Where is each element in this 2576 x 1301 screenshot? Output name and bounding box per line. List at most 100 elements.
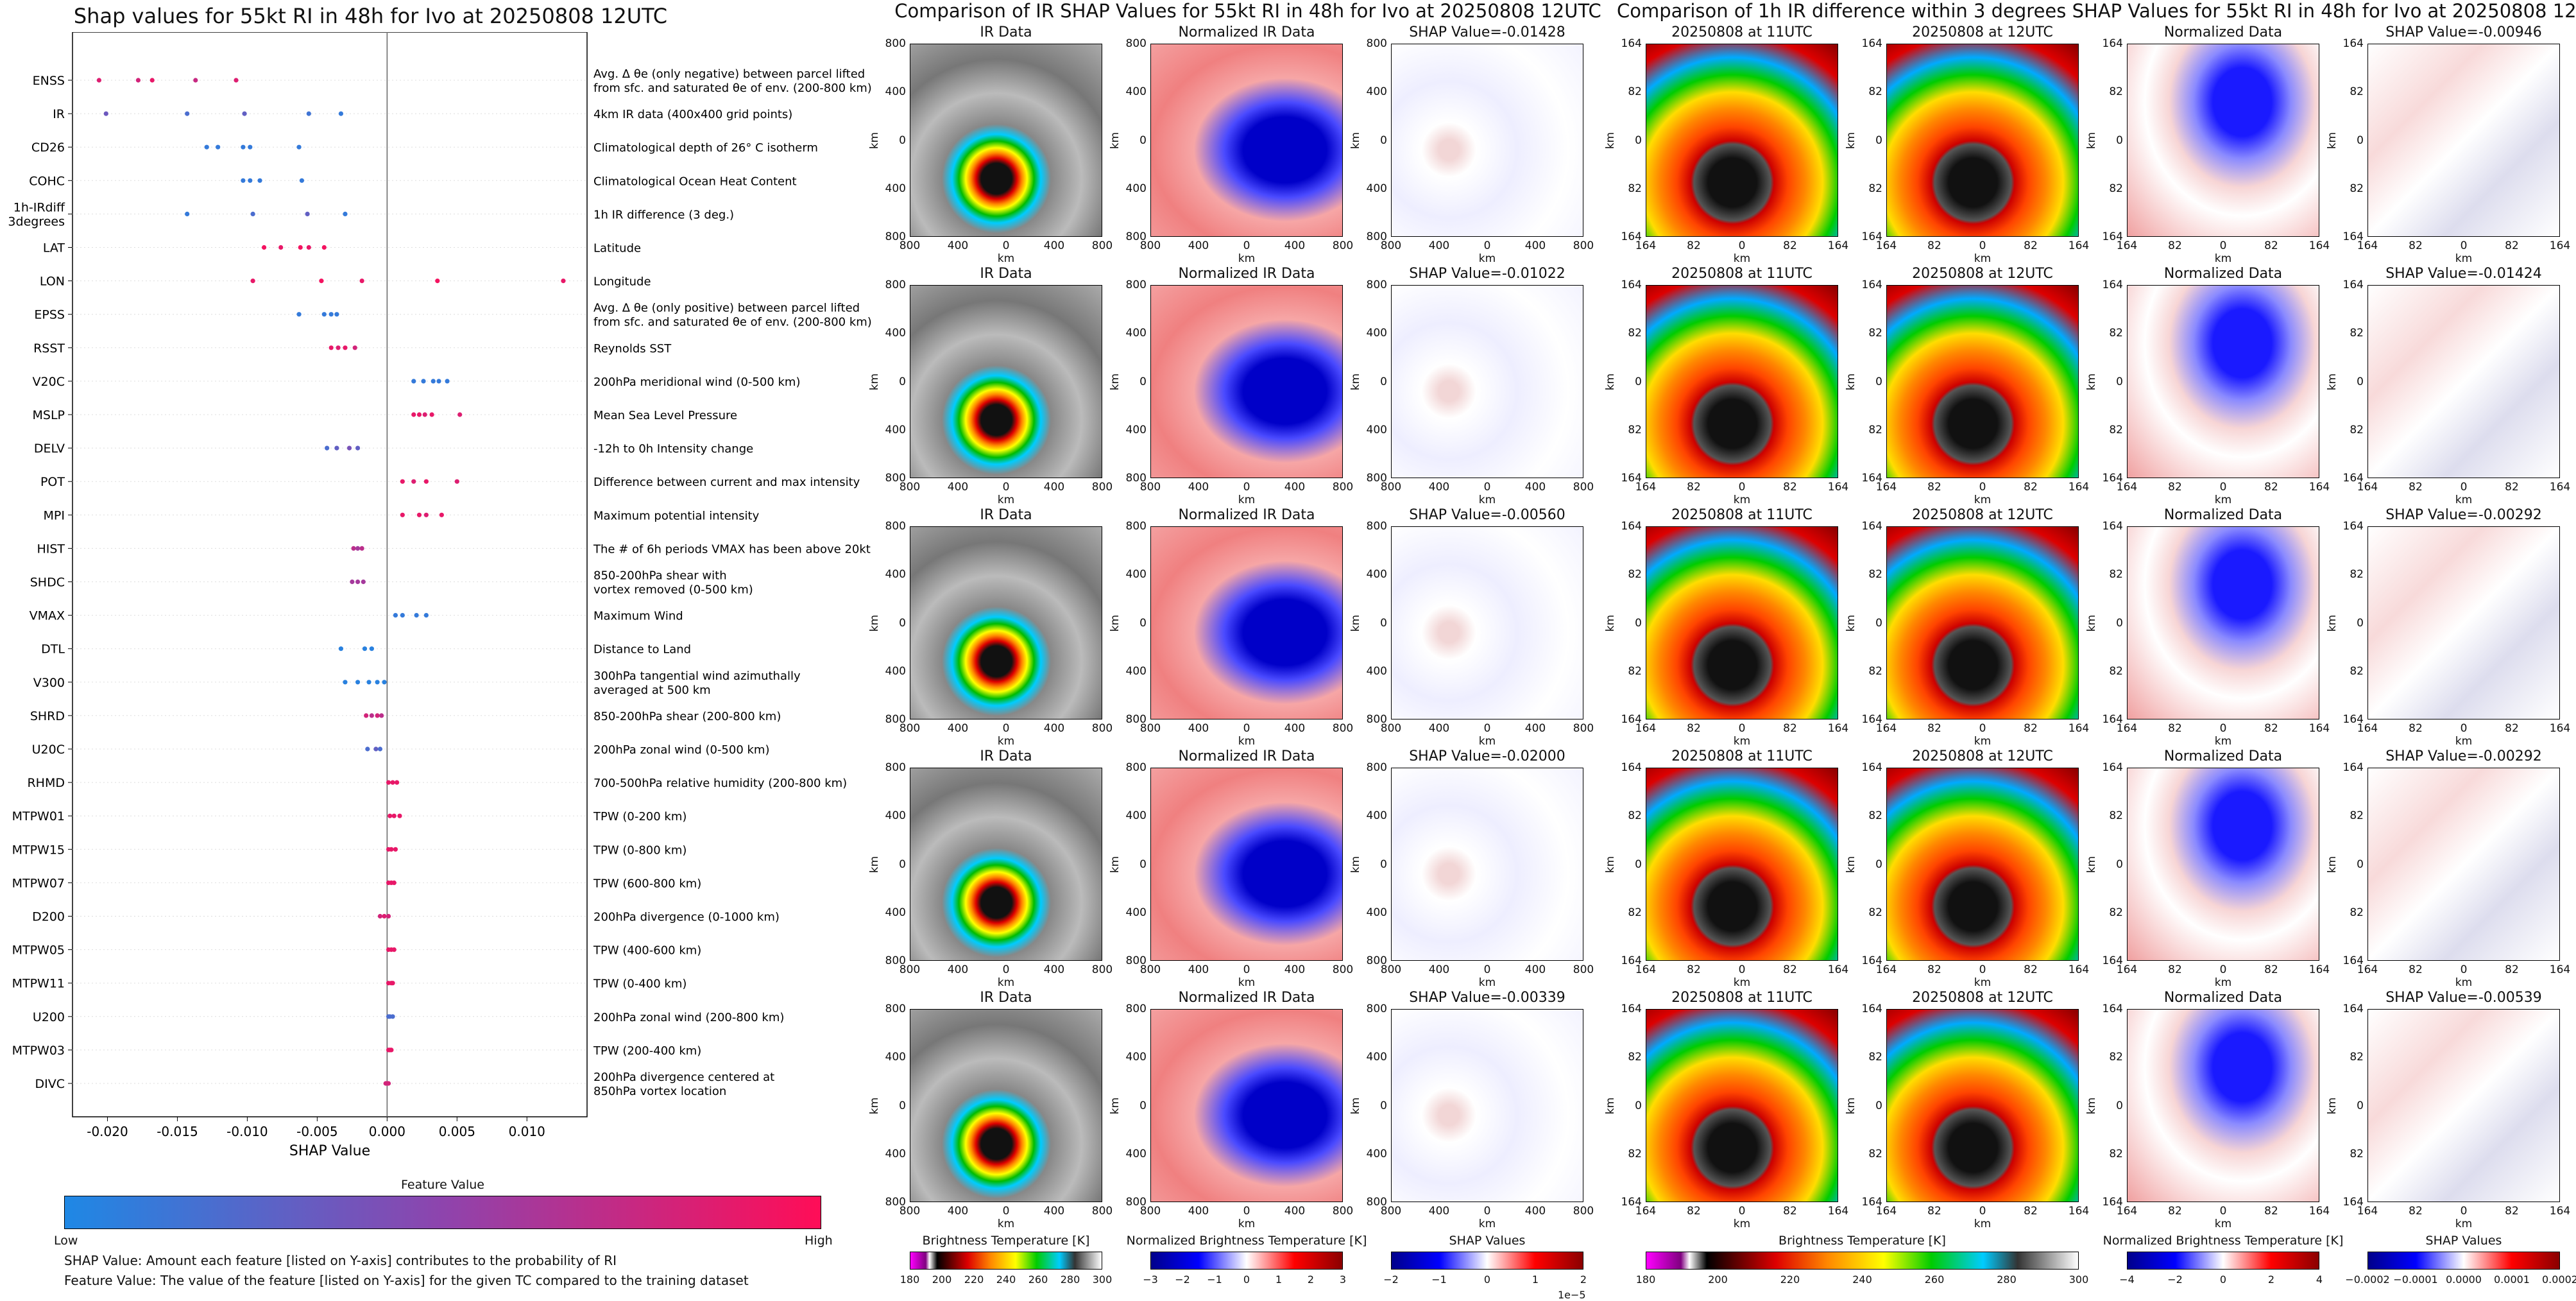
- x-tick-label: 82: [2264, 481, 2278, 494]
- panel-title: SHAP Value=-0.00339: [1409, 990, 1565, 1006]
- x-tick-label: 164: [2549, 481, 2571, 494]
- x-tick-label: 164: [2068, 722, 2090, 735]
- shap-point: [305, 211, 310, 216]
- shap-point: [242, 111, 247, 116]
- y-axis-label: km: [2326, 1097, 2339, 1114]
- x-tick-label: 82: [2505, 481, 2519, 494]
- y-axis-label: km: [1109, 614, 1122, 632]
- shap-point: [321, 312, 327, 317]
- feature-description: Avg. Δ θe (only positive) between parcel…: [593, 302, 860, 315]
- panel-title: Normalized IR Data: [1178, 24, 1315, 40]
- x-tick-label: 800: [1380, 1205, 1402, 1218]
- x-axis-label: SHAP Value: [289, 1143, 370, 1159]
- x-tick-label: 800: [1332, 481, 1354, 494]
- x-tick-label: 82: [1927, 722, 1941, 735]
- y-tick-label: 800: [1125, 230, 1147, 243]
- y-tick-label: 82: [1868, 1051, 1882, 1064]
- y-axis-label: km: [1349, 856, 1363, 873]
- shap-image-panel: [1391, 1009, 1583, 1202]
- ir-image-panel: [910, 768, 1102, 961]
- shap-point: [296, 312, 302, 317]
- x-tick-label: 0: [1483, 239, 1491, 252]
- x-tick-label: 164: [1827, 963, 1849, 976]
- x-tick-label: 164: [1875, 722, 1897, 735]
- y-tick-label: 164: [2342, 1196, 2364, 1209]
- sd-image-panel: [2367, 44, 2560, 237]
- panel-title: Normalized IR Data: [1178, 748, 1315, 764]
- shap-point: [338, 646, 344, 651]
- colorbar-title: Normalized Brightness Temperature [K]: [1126, 1234, 1367, 1248]
- y-tick-label: 0: [2357, 616, 2364, 630]
- x-axis-label: km: [1733, 494, 1751, 506]
- y-tick-label: 400: [1366, 85, 1387, 99]
- nd-image-panel: [2127, 285, 2319, 478]
- shap-point: [391, 880, 397, 885]
- panel-title: SHAP Value=-0.00292: [2385, 748, 2542, 764]
- x-tick-label: 800: [1091, 481, 1113, 494]
- x-axis-label: km: [1238, 1218, 1256, 1230]
- x-tick-label: 0: [1002, 963, 1010, 976]
- y-axis-label: km: [1604, 132, 1617, 149]
- x-tick-label: -0.010: [226, 1124, 268, 1139]
- y-tick-label: 164: [2342, 37, 2364, 50]
- x-tick-label: 82: [1927, 481, 1941, 494]
- feature-description: Distance to Land: [593, 643, 691, 657]
- y-tick-label: 82: [1868, 664, 1882, 678]
- feature-name: VMAX: [30, 609, 65, 623]
- x-axis-label: km: [1478, 1218, 1496, 1230]
- x-tick-label: 400: [1188, 1205, 1209, 1218]
- x-tick-label: 82: [1927, 239, 1941, 252]
- y-tick-label: 82: [1628, 1147, 1642, 1160]
- x-axis-label: km: [997, 735, 1015, 748]
- colorbar-tick-label: −4: [2119, 1273, 2135, 1286]
- shap-point: [204, 144, 209, 150]
- x-axis-label: km: [1478, 252, 1496, 265]
- y-tick-label: 400: [1366, 182, 1387, 195]
- feature-description: 200hPa divergence centered at: [593, 1071, 774, 1084]
- y-tick-label: 82: [1868, 85, 1882, 99]
- x-axis-label: km: [1974, 735, 1992, 748]
- sd-image-panel: [2367, 526, 2560, 719]
- shap-point: [346, 445, 352, 451]
- x-tick-label: 0: [1738, 1205, 1746, 1218]
- x-tick-label: 82: [1687, 722, 1701, 735]
- x-tick-label: 0: [2219, 963, 2227, 976]
- bt-image-panel: [1646, 526, 1838, 719]
- y-tick-label: 800: [1366, 279, 1387, 291]
- shap-point: [355, 445, 361, 451]
- x-axis-label: km: [2455, 252, 2473, 265]
- y-tick-label: 164: [1621, 761, 1642, 774]
- shap-point: [436, 379, 441, 384]
- x-axis-label: km: [1238, 494, 1256, 506]
- colorbar-tick-label: 2: [1307, 1273, 1315, 1286]
- feature-name: DIVC: [35, 1077, 65, 1091]
- panel-title: IR Data: [980, 266, 1032, 282]
- shap-point: [250, 279, 255, 284]
- x-tick-label: 800: [1332, 722, 1354, 735]
- x-axis-label: km: [997, 976, 1015, 989]
- panel-title: SHAP Value=-0.01022: [1409, 266, 1565, 282]
- shap-point: [390, 981, 395, 986]
- y-tick-label: 0: [1875, 375, 1882, 388]
- x-tick-label: 164: [1875, 963, 1897, 976]
- x-tick-label: 82: [2264, 239, 2278, 252]
- y-tick-label: 82: [2109, 809, 2123, 823]
- y-axis-label: km: [1845, 856, 1858, 873]
- y-tick-label: 0: [2357, 1099, 2364, 1112]
- colorbar: [1150, 1252, 1343, 1270]
- x-tick-label: 400: [1524, 722, 1546, 735]
- shap-point: [382, 913, 387, 919]
- y-tick-label: 164: [1861, 713, 1882, 726]
- feature-name: EPSS: [34, 308, 65, 322]
- nir-image-panel: [1150, 768, 1343, 961]
- y-tick-label: 164: [1621, 1196, 1642, 1209]
- x-tick-label: 0: [1483, 481, 1491, 494]
- x-tick-label: 0: [1483, 722, 1491, 735]
- y-axis-label: km: [1604, 856, 1617, 873]
- bt-image-panel: [1646, 768, 1838, 961]
- panel-title: Normalized Data: [2163, 24, 2283, 40]
- x-axis-label: km: [1478, 735, 1496, 748]
- nir-image-panel: [1150, 526, 1343, 719]
- y-tick-label: 0: [1875, 616, 1882, 630]
- x-axis-label: km: [1238, 252, 1256, 265]
